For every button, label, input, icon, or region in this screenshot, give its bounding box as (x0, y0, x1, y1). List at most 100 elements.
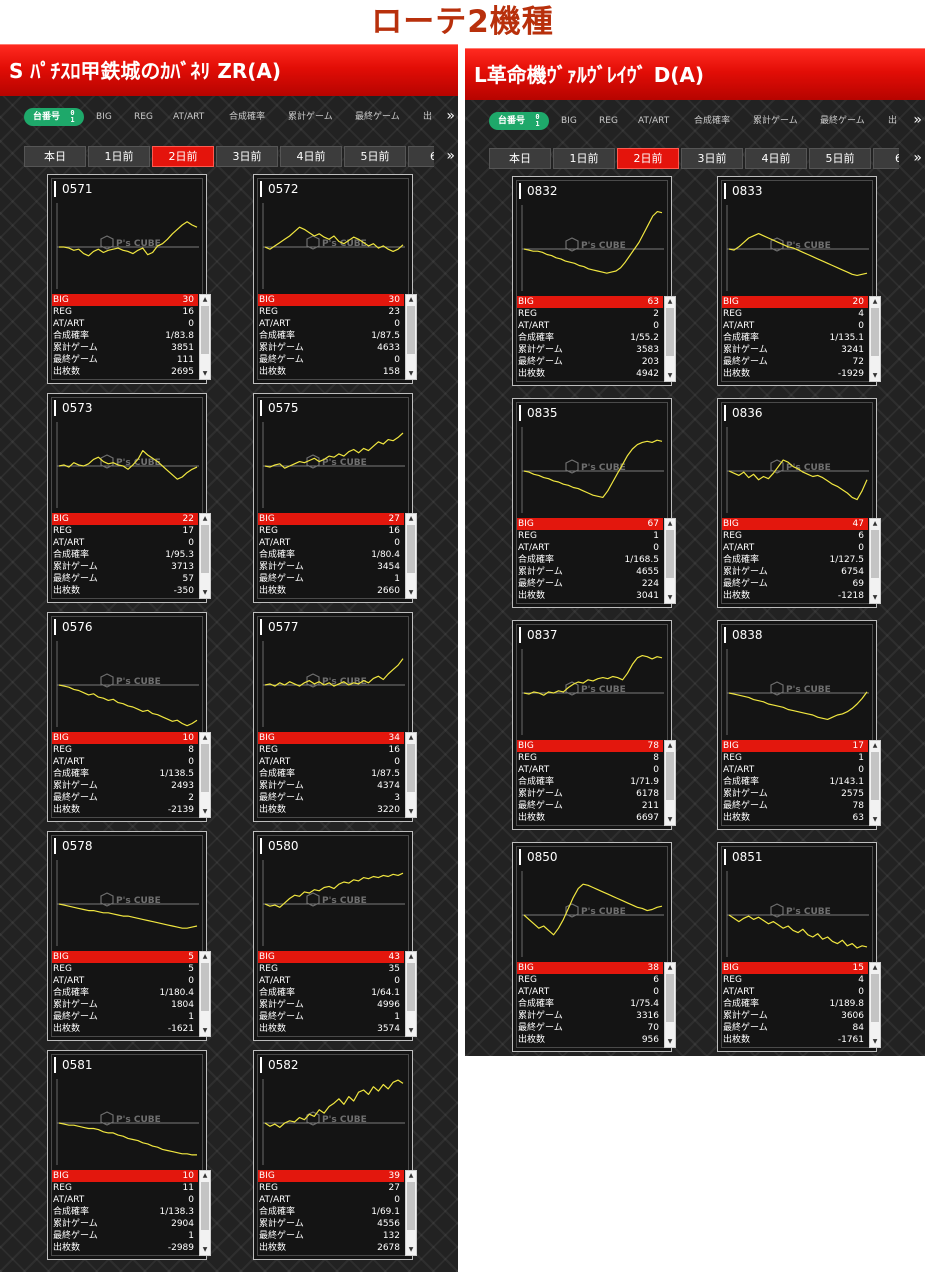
stats-scrollbar[interactable]: ▲ ▼ (869, 296, 881, 382)
scroll-down-arrow-icon[interactable]: ▼ (408, 1027, 414, 1034)
stats-scrollbar[interactable]: ▲ ▼ (869, 962, 881, 1048)
day-tab[interactable]: 4日前 (280, 146, 342, 167)
stats-scrollbar[interactable]: ▲ ▼ (869, 740, 881, 826)
scroll-down-arrow-icon[interactable]: ▼ (667, 594, 673, 601)
day-tab[interactable]: 1日前 (553, 148, 615, 169)
sort-last-button[interactable]: 最終ゲーム (355, 112, 400, 122)
scroll-thumb[interactable] (871, 530, 879, 578)
unit-card[interactable]: 0837 P's CUBE BIG 78 REG 8 AT/ART 0 合成確率 1/71.9 累計… (512, 620, 676, 830)
unit-card[interactable]: 0578 P's CUBE BIG 5 REG 5 AT/ART 0 合成確率 1/180.4 累計… (47, 831, 211, 1041)
scroll-up-arrow-icon[interactable]: ▲ (408, 515, 414, 522)
scroll-thumb[interactable] (201, 1182, 209, 1230)
scroll-down-arrow-icon[interactable]: ▼ (667, 816, 673, 823)
unit-card[interactable]: 0580 P's CUBE BIG 43 REG 35 AT/ART 0 合成確率 1/64.1 累… (253, 831, 417, 1041)
sort-reg-button[interactable]: REG (599, 116, 618, 126)
chevron-right-double-icon[interactable]: » (446, 108, 455, 124)
unit-card[interactable]: 0838 P's CUBE BIG 17 REG 1 AT/ART 0 合成確率 1/143.1 累… (717, 620, 881, 830)
scroll-thumb[interactable] (407, 525, 415, 573)
scroll-up-arrow-icon[interactable]: ▲ (408, 734, 414, 741)
scroll-thumb[interactable] (666, 974, 674, 1022)
scroll-thumb[interactable] (666, 530, 674, 578)
stats-scrollbar[interactable]: ▲ ▼ (199, 732, 211, 818)
stats-scrollbar[interactable]: ▲ ▼ (199, 1170, 211, 1256)
scroll-down-arrow-icon[interactable]: ▼ (202, 1027, 208, 1034)
scroll-up-arrow-icon[interactable]: ▲ (872, 298, 878, 305)
unit-card[interactable]: 0832 P's CUBE BIG 63 REG 2 AT/ART 0 合成確率 1/55.2 累計… (512, 176, 676, 386)
sort-atart-button[interactable]: AT/ART (173, 112, 205, 122)
day-tab[interactable]: 本日 (24, 146, 86, 167)
day-tab[interactable]: 3日前 (216, 146, 278, 167)
chevron-right-double-icon[interactable]: » (913, 150, 922, 166)
unit-card[interactable]: 0572 P's CUBE BIG 30 REG 23 AT/ART 0 合成確率 1/87.5 累… (253, 174, 417, 384)
unit-card[interactable]: 0576 P's CUBE BIG 10 REG 8 AT/ART 0 合成確率 1/138.5 累… (47, 612, 211, 822)
sort-daiban-button[interactable]: 台番号 0 1 (489, 112, 549, 130)
scroll-down-arrow-icon[interactable]: ▼ (872, 372, 878, 379)
sort-coins-button[interactable]: 出 (888, 116, 898, 126)
stats-scrollbar[interactable]: ▲ ▼ (199, 294, 211, 380)
scroll-down-arrow-icon[interactable]: ▼ (202, 808, 208, 815)
scroll-up-arrow-icon[interactable]: ▲ (202, 953, 208, 960)
sort-games-button[interactable]: 累計ゲーム (753, 116, 798, 126)
stats-scrollbar[interactable]: ▲ ▼ (405, 294, 417, 380)
day-tab[interactable]: 4日前 (745, 148, 807, 169)
scroll-down-arrow-icon[interactable]: ▼ (872, 594, 878, 601)
day-tab[interactable]: 2日前 (617, 148, 679, 169)
scroll-thumb[interactable] (871, 752, 879, 800)
day-tab[interactable]: 3日前 (681, 148, 743, 169)
scroll-up-arrow-icon[interactable]: ▲ (408, 1172, 414, 1179)
scroll-up-arrow-icon[interactable]: ▲ (667, 298, 673, 305)
chevron-right-double-icon[interactable]: » (913, 112, 922, 128)
scroll-thumb[interactable] (201, 306, 209, 354)
scroll-up-arrow-icon[interactable]: ▲ (202, 296, 208, 303)
scroll-down-arrow-icon[interactable]: ▼ (408, 370, 414, 377)
scroll-up-arrow-icon[interactable]: ▲ (872, 964, 878, 971)
sort-prob-button[interactable]: 合成確率 (694, 116, 731, 126)
stats-scrollbar[interactable]: ▲ ▼ (199, 951, 211, 1037)
sort-last-button[interactable]: 最終ゲーム (820, 116, 865, 126)
scroll-thumb[interactable] (666, 752, 674, 800)
scroll-up-arrow-icon[interactable]: ▲ (667, 742, 673, 749)
scroll-down-arrow-icon[interactable]: ▼ (667, 1038, 673, 1045)
day-tab[interactable]: 6日 (873, 148, 899, 169)
day-tab[interactable]: 本日 (489, 148, 551, 169)
scroll-down-arrow-icon[interactable]: ▼ (408, 1246, 414, 1253)
sort-big-button[interactable]: BIG (561, 116, 577, 126)
scroll-up-arrow-icon[interactable]: ▲ (872, 520, 878, 527)
scroll-down-arrow-icon[interactable]: ▼ (408, 808, 414, 815)
stats-scrollbar[interactable]: ▲ ▼ (405, 732, 417, 818)
unit-card[interactable]: 0573 P's CUBE BIG 22 REG 17 AT/ART 0 合成確率 1/95.3 累… (47, 393, 211, 603)
scroll-up-arrow-icon[interactable]: ▲ (408, 953, 414, 960)
day-tab[interactable]: 1日前 (88, 146, 150, 167)
unit-card[interactable]: 0582 P's CUBE BIG 39 REG 27 AT/ART 0 合成確率 1/69.1 累… (253, 1050, 417, 1260)
scroll-up-arrow-icon[interactable]: ▲ (202, 734, 208, 741)
unit-card[interactable]: 0577 P's CUBE BIG 34 REG 16 AT/ART 0 合成確率 1/87.5 累… (253, 612, 417, 822)
scroll-up-arrow-icon[interactable]: ▲ (408, 296, 414, 303)
scroll-up-arrow-icon[interactable]: ▲ (667, 520, 673, 527)
scroll-up-arrow-icon[interactable]: ▲ (202, 515, 208, 522)
sort-games-button[interactable]: 累計ゲーム (288, 112, 333, 122)
sort-big-button[interactable]: BIG (96, 112, 112, 122)
unit-card[interactable]: 0575 P's CUBE BIG 27 REG 16 AT/ART 0 合成確率 1/80.4 累… (253, 393, 417, 603)
scroll-down-arrow-icon[interactable]: ▼ (408, 589, 414, 596)
scroll-thumb[interactable] (871, 974, 879, 1022)
unit-card[interactable]: 0571 P's CUBE BIG 30 REG 16 AT/ART 0 合成確率 1/83.8 累… (47, 174, 211, 384)
scroll-down-arrow-icon[interactable]: ▼ (667, 372, 673, 379)
scroll-down-arrow-icon[interactable]: ▼ (202, 589, 208, 596)
stats-scrollbar[interactable]: ▲ ▼ (405, 1170, 417, 1256)
unit-card[interactable]: 0833 P's CUBE BIG 20 REG 4 AT/ART 0 合成確率 1/135.1 累… (717, 176, 881, 386)
scroll-up-arrow-icon[interactable]: ▲ (667, 964, 673, 971)
scroll-thumb[interactable] (201, 525, 209, 573)
day-tab[interactable]: 2日前 (152, 146, 214, 167)
scroll-thumb[interactable] (407, 1182, 415, 1230)
unit-card[interactable]: 0581 P's CUBE BIG 10 REG 11 AT/ART 0 合成確率 1/138.3… (47, 1050, 211, 1260)
scroll-thumb[interactable] (407, 744, 415, 792)
unit-card[interactable]: 0835 P's CUBE BIG 67 REG 1 AT/ART 0 合成確率 1/168.5 累… (512, 398, 676, 608)
scroll-up-arrow-icon[interactable]: ▲ (202, 1172, 208, 1179)
scroll-down-arrow-icon[interactable]: ▼ (202, 370, 208, 377)
stats-scrollbar[interactable]: ▲ ▼ (405, 513, 417, 599)
scroll-thumb[interactable] (407, 963, 415, 1011)
scroll-up-arrow-icon[interactable]: ▲ (872, 742, 878, 749)
day-tab[interactable]: 5日前 (809, 148, 871, 169)
scroll-down-arrow-icon[interactable]: ▼ (872, 816, 878, 823)
stats-scrollbar[interactable]: ▲ ▼ (199, 513, 211, 599)
